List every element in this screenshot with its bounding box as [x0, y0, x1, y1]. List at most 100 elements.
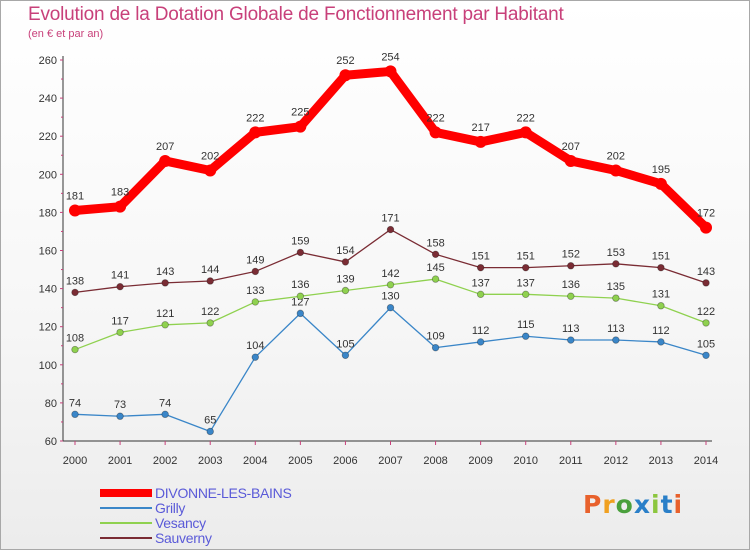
data-point: [567, 336, 575, 344]
x-tick-label: 2001: [108, 455, 132, 467]
data-point: [522, 332, 530, 340]
y-tick-label: 140: [39, 284, 57, 296]
y-tick-label: 160: [39, 246, 57, 258]
data-label: 130: [381, 291, 399, 303]
data-point: [386, 303, 395, 312]
y-tick-label: 100: [39, 360, 57, 372]
data-point: [657, 302, 665, 310]
y-tick-label: 220: [39, 131, 57, 143]
x-tick-label: 2005: [288, 455, 312, 467]
x-tick-label: 2009: [468, 455, 492, 467]
data-point: [386, 281, 395, 289]
legend-label-divonne: DIVONNE-LES-BAINS: [155, 485, 292, 501]
data-point: [71, 410, 79, 419]
data-label: 105: [336, 338, 354, 350]
data-point: [161, 279, 169, 287]
data-point: [341, 351, 350, 359]
data-label: 225: [291, 107, 309, 119]
data-label: 131: [652, 289, 670, 301]
data-label: 137: [471, 277, 489, 289]
x-tick-label: 2000: [63, 455, 87, 467]
chart-subtitle: (en € et par an): [28, 28, 104, 40]
data-point: [206, 427, 214, 436]
data-label: 152: [562, 249, 580, 261]
data-point: [476, 290, 485, 299]
data-point: [657, 263, 665, 272]
data-label: 171: [381, 213, 399, 225]
data-point: [522, 290, 530, 299]
data-point: [251, 267, 259, 276]
data-label: 104: [246, 340, 264, 352]
data-point: [71, 345, 79, 354]
data-label: 113: [562, 323, 580, 335]
data-label: 73: [114, 399, 126, 411]
chart-title: Evolution de la Dotation Globale de Fonc…: [28, 4, 564, 25]
data-label: 143: [697, 266, 715, 278]
data-point: [519, 126, 532, 139]
data-label: 74: [69, 397, 81, 409]
data-point: [296, 248, 305, 257]
data-point: [612, 294, 620, 302]
data-label: 138: [66, 275, 84, 287]
y-tick-label: 180: [39, 207, 57, 219]
data-label: 121: [156, 308, 174, 320]
data-label: 149: [246, 254, 264, 266]
data-label: 108: [66, 333, 84, 345]
x-tick-label: 2003: [198, 455, 222, 467]
x-tick-label: 2006: [333, 455, 357, 467]
data-point: [204, 164, 217, 177]
legend-swatch-sauverny: [100, 537, 152, 539]
legend-label-grilly: Grilly: [155, 500, 186, 516]
data-label: 202: [201, 150, 219, 162]
data-label: 207: [156, 141, 174, 153]
y-tick-label: 120: [39, 322, 57, 334]
y-tick-label: 80: [45, 398, 57, 410]
data-label: 252: [336, 55, 354, 67]
data-point: [161, 321, 169, 329]
data-label: 122: [201, 306, 219, 318]
data-label: 207: [562, 141, 580, 153]
data-point: [657, 338, 665, 346]
data-label: 222: [246, 112, 264, 124]
data-point: [296, 309, 305, 318]
data-label: 142: [381, 268, 399, 280]
data-point: [567, 262, 575, 270]
data-point: [700, 221, 712, 234]
data-point: [339, 69, 352, 82]
data-label: 181: [66, 190, 84, 202]
x-tick-label: 2012: [604, 455, 628, 467]
data-label: 112: [472, 325, 490, 337]
y-tick-label: 260: [39, 55, 57, 67]
data-label: 122: [697, 306, 715, 318]
data-label: 133: [246, 285, 264, 297]
data-label: 112: [652, 325, 670, 337]
data-point: [612, 336, 620, 344]
data-point: [431, 275, 440, 283]
data-label: 217: [471, 122, 489, 134]
data-label: 254: [381, 51, 399, 63]
data-point: [702, 319, 710, 327]
data-label: 127: [291, 296, 309, 308]
data-point: [161, 410, 169, 419]
data-point: [476, 263, 485, 272]
data-label: 139: [336, 274, 354, 286]
data-label: 113: [607, 323, 625, 335]
proxiti-logo: Proxiti: [583, 490, 684, 519]
legend-label-vesancy: Vesancy: [155, 515, 206, 531]
data-label: 154: [336, 245, 354, 257]
data-label: 136: [562, 279, 580, 291]
data-label: 143: [156, 266, 174, 278]
data-label: 109: [426, 331, 444, 343]
data-point: [116, 412, 124, 420]
y-tick-label: 200: [39, 169, 57, 181]
data-label: 222: [426, 112, 444, 124]
data-label: 159: [291, 235, 309, 247]
data-point: [386, 225, 395, 234]
data-point: [69, 204, 81, 217]
data-label: 145: [426, 262, 444, 274]
series-vesancy: 108 117 121 122 133 136 139 142 145 137 137 136 135 1…: [66, 262, 715, 354]
data-point: [609, 164, 622, 177]
legend-swatch-grilly: [100, 507, 152, 509]
data-label: 136: [291, 279, 309, 291]
x-tick-label: 2002: [153, 455, 177, 467]
